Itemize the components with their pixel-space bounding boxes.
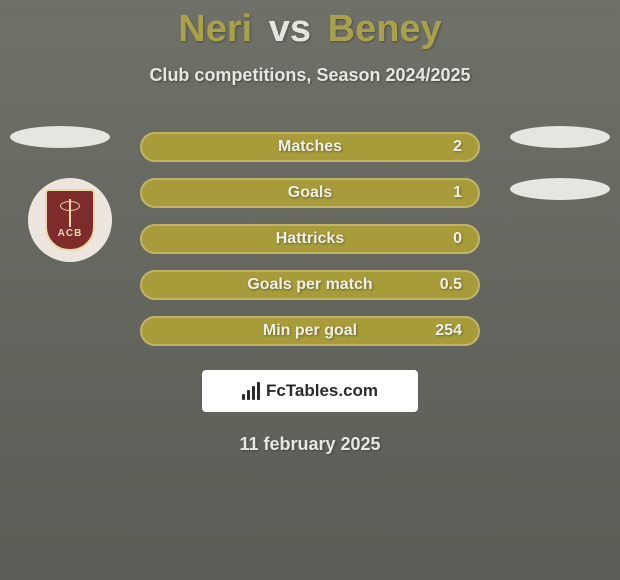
badge-label: ACB [58, 228, 83, 239]
badge-wing-icon [60, 201, 80, 211]
bar-chart-icon [242, 382, 260, 400]
avatar-placeholder-left [10, 126, 110, 148]
stat-value: 2 [453, 138, 462, 156]
stat-row-goals: 1 Goals 1 [140, 178, 480, 208]
stat-label: Min per goal [263, 322, 357, 340]
stat-row-mpg: 254 Min per goal 254 [140, 316, 480, 346]
stat-value: 254 [435, 322, 462, 340]
stat-value: 0 [453, 230, 462, 248]
stat-value: 1 [453, 184, 462, 202]
logo-text: FcTables.com [266, 381, 378, 401]
player2-name: Beney [328, 8, 442, 50]
stat-value: 0.5 [440, 276, 462, 294]
title-vs: vs [269, 8, 311, 50]
date-label: 11 february 2025 [0, 434, 620, 455]
badge-shield: ACB [45, 189, 95, 251]
subtitle: Club competitions, Season 2024/2025 [0, 65, 620, 86]
stat-row-hattricks: 0 Hattricks 0 [140, 224, 480, 254]
content-root: Neri vs Beney Club competitions, Season … [0, 0, 620, 580]
avatar-placeholder-right-1 [510, 126, 610, 148]
club-badge: ACB [28, 178, 112, 262]
player1-name: Neri [178, 8, 252, 50]
fctables-logo[interactable]: FcTables.com [202, 370, 418, 412]
stat-label: Matches [278, 138, 342, 156]
stat-label: Hattricks [276, 230, 344, 248]
avatar-placeholder-right-2 [510, 178, 610, 200]
stat-row-matches: 2 Matches 2 [140, 132, 480, 162]
page-title: Neri vs Beney [0, 0, 620, 51]
stat-label: Goals [288, 184, 332, 202]
stat-row-gpm: 0.5 Goals per match 0.5 [140, 270, 480, 300]
stat-label: Goals per match [247, 276, 372, 294]
